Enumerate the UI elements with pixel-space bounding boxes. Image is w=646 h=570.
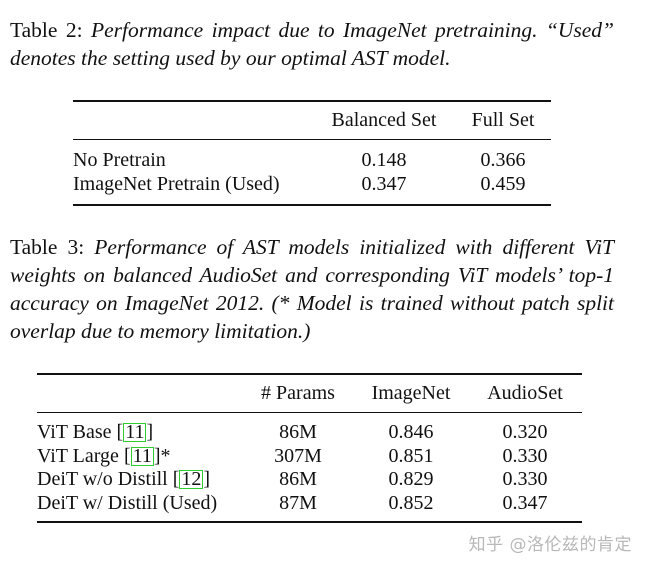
table2-caption: Table 2: Performance impact due to Image… bbox=[10, 16, 614, 72]
table2-cell-balanced: 0.148 bbox=[361, 148, 407, 171]
table3-cell-params: 86M bbox=[279, 468, 317, 491]
citation-link[interactable]: 11 bbox=[123, 421, 147, 444]
table2-cell-balanced: 0.347 bbox=[361, 172, 407, 195]
model-name: ViT Large bbox=[37, 444, 119, 467]
table2-caption-label: Table 2: bbox=[10, 18, 83, 42]
table-row: No Pretrain 0.148 0.366 bbox=[73, 140, 551, 173]
table3: # Params ImageNet AudioSet ViT Base [11]… bbox=[37, 373, 582, 523]
table3-cell-params: 87M bbox=[279, 491, 317, 514]
model-name: ViT Base bbox=[37, 421, 112, 444]
table2-header-row: Balanced Set Full Set bbox=[73, 101, 551, 140]
table-row: ViT Large [11]* 307M 0.851 0.330 bbox=[37, 445, 582, 469]
table3-header-imagenet: ImageNet bbox=[354, 374, 468, 413]
table-row: ImageNet Pretrain (Used) 0.347 0.459 bbox=[73, 172, 551, 205]
table3-caption-text: Performance of AST models initialized wi… bbox=[10, 235, 615, 343]
table3-caption-label: Table 3: bbox=[10, 235, 85, 259]
table3-cell-audioset: 0.330 bbox=[502, 444, 548, 467]
table2-row-label: No Pretrain bbox=[73, 148, 166, 171]
table3-cell-audioset: 0.320 bbox=[502, 421, 548, 444]
table2-row-label: ImageNet Pretrain (Used) bbox=[73, 172, 280, 195]
model-name: DeiT w/ Distill (Used) bbox=[37, 491, 218, 514]
table3-cell-params: 86M bbox=[279, 421, 317, 444]
table2: Balanced Set Full Set No Pretrain 0.148 … bbox=[73, 100, 551, 206]
table2-header-full-set: Full Set bbox=[455, 101, 551, 140]
table3-caption: Table 3: Performance of AST models initi… bbox=[10, 233, 614, 345]
table3-cell-audioset: 0.330 bbox=[502, 468, 548, 491]
table3-header-audioset: AudioSet bbox=[468, 374, 582, 413]
table3-header-blank bbox=[37, 374, 242, 413]
table2-header-balanced-set: Balanced Set bbox=[313, 101, 455, 140]
citation-link[interactable]: 11 bbox=[130, 444, 154, 467]
table3-header-row: # Params ImageNet AudioSet bbox=[37, 374, 582, 413]
table3-model-cell: DeiT w/o Distill [12] bbox=[37, 468, 211, 491]
watermark: 知乎 @洛伦兹的肯定 bbox=[468, 535, 632, 555]
model-name: DeiT w/o Distill bbox=[37, 468, 168, 491]
table-row: DeiT w/ Distill (Used) 87M 0.852 0.347 bbox=[37, 492, 582, 523]
model-suffix: * bbox=[160, 444, 171, 467]
table2-caption-text: Performance impact due to ImageNet pretr… bbox=[10, 18, 614, 70]
table2-header-blank bbox=[73, 101, 313, 140]
table3-model-cell: ViT Base [11] bbox=[37, 421, 154, 444]
table3-cell-imagenet: 0.851 bbox=[388, 444, 434, 467]
table3-header-params: # Params bbox=[242, 374, 354, 413]
table3-cell-imagenet: 0.852 bbox=[388, 491, 434, 514]
table2-cell-full: 0.366 bbox=[480, 148, 526, 171]
table3-model-cell: ViT Large [11]* bbox=[37, 444, 171, 467]
table3-model-cell: DeiT w/ Distill (Used) bbox=[37, 492, 242, 523]
table3-cell-params: 307M bbox=[274, 444, 322, 467]
table-row: DeiT w/o Distill [12] 86M 0.829 0.330 bbox=[37, 468, 582, 492]
table-row: ViT Base [11] 86M 0.846 0.320 bbox=[37, 413, 582, 445]
table2-cell-full: 0.459 bbox=[480, 172, 526, 195]
citation-link[interactable]: 12 bbox=[179, 468, 204, 491]
table3-cell-audioset: 0.347 bbox=[502, 491, 548, 514]
table3-cell-imagenet: 0.829 bbox=[388, 468, 434, 491]
table3-cell-imagenet: 0.846 bbox=[388, 421, 434, 444]
